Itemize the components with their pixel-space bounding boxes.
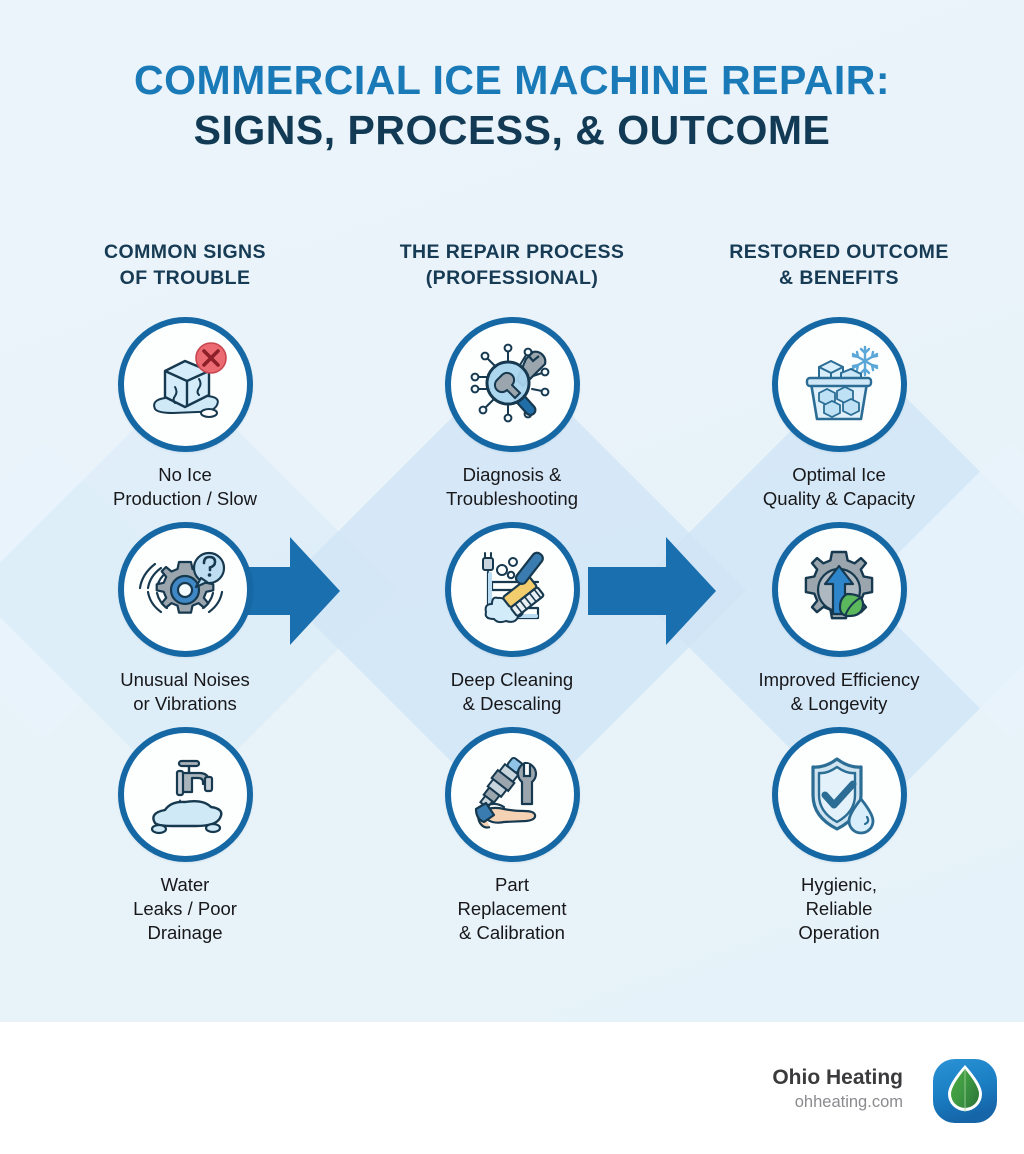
item-improved-efficiency[interactable]: Improved Efficiency & Longevity bbox=[674, 522, 1004, 715]
label-line: Replacement bbox=[457, 898, 567, 920]
icon-circle bbox=[771, 727, 907, 863]
icon-circle bbox=[771, 522, 907, 658]
column-common-signs: COMMON SIGNS OF TROUBLE bbox=[20, 240, 350, 947]
shield-check-droplet-icon bbox=[791, 747, 887, 843]
flow-arrow-process-to-outcome bbox=[588, 537, 716, 645]
brand-block: Ohio Heating ohheating.com bbox=[772, 1066, 903, 1113]
icon-circle bbox=[444, 727, 580, 863]
item-label: Unusual Noises or Vibrations bbox=[20, 668, 350, 715]
column-heading-signs: COMMON SIGNS OF TROUBLE bbox=[20, 240, 350, 291]
label-line: Leaks / Poor bbox=[133, 898, 237, 920]
label-line: No Ice bbox=[158, 464, 212, 486]
brush-cleaning-coils-icon bbox=[464, 542, 560, 638]
column-heading-outcome: RESTORED OUTCOME & BENEFITS bbox=[674, 240, 1004, 291]
brand-url[interactable]: ohheating.com bbox=[794, 1092, 903, 1111]
column-heading-line-2: (PROFESSIONAL) bbox=[425, 266, 599, 289]
icon-circle bbox=[117, 317, 253, 453]
item-optimal-ice-quality[interactable]: Optimal Ice Quality & Capacity bbox=[674, 317, 1004, 510]
column-restored-outcome: RESTORED OUTCOME & BENEFITS bbox=[674, 240, 1004, 947]
label-line: Drainage bbox=[147, 921, 223, 943]
magnifier-wrench-circuit-icon bbox=[464, 337, 560, 433]
item-water-leaks[interactable]: Water Leaks / Poor Drainage bbox=[20, 727, 350, 944]
infographic-body: COMMERCIAL ICE MACHINE REPAIR: SIGNS, PR… bbox=[0, 0, 1024, 1022]
column-heading-line-1: RESTORED OUTCOME bbox=[729, 241, 949, 263]
item-label: Hygienic, Reliable Operation bbox=[674, 873, 1004, 944]
item-label: Deep Cleaning & Descaling bbox=[347, 668, 677, 715]
page-title-line-1: COMMERCIAL ICE MACHINE REPAIR: bbox=[133, 57, 891, 103]
icon-circle bbox=[444, 317, 580, 453]
item-label: Optimal Ice Quality & Capacity bbox=[674, 463, 1004, 510]
column-heading-line-1: THE REPAIR PROCESS bbox=[399, 241, 625, 263]
page-title-line-2: SIGNS, PROCESS, & OUTCOME bbox=[193, 107, 831, 154]
melting-ice-cube-error-icon bbox=[137, 337, 233, 433]
item-diagnosis-troubleshooting[interactable]: Diagnosis & Troubleshooting bbox=[347, 317, 677, 510]
item-label: Diagnosis & Troubleshooting bbox=[347, 463, 677, 510]
hand-wrench-part-icon bbox=[464, 747, 560, 843]
item-unusual-noises[interactable]: Unusual Noises or Vibrations bbox=[20, 522, 350, 715]
item-part-replacement[interactable]: Part Replacement & Calibration bbox=[347, 727, 677, 944]
item-no-ice-production[interactable]: No Ice Production / Slow bbox=[20, 317, 350, 510]
brand-name: Ohio Heating bbox=[772, 1066, 903, 1089]
label-line: Quality & Capacity bbox=[762, 488, 916, 510]
icon-circle bbox=[117, 522, 253, 658]
icon-circle bbox=[771, 317, 907, 453]
label-line: Optimal Ice bbox=[792, 464, 886, 486]
flow-arrow-signs-to-process bbox=[212, 537, 340, 645]
label-line: Production / Slow bbox=[113, 488, 257, 510]
footer: Ohio Heating ohheating.com bbox=[0, 1028, 1024, 1154]
label-line: Diagnosis & bbox=[462, 464, 562, 486]
column-heading-line-2: & BENEFITS bbox=[779, 266, 899, 289]
label-line: & Longevity bbox=[790, 693, 888, 715]
item-label: Water Leaks / Poor Drainage bbox=[20, 873, 350, 944]
column-heading-line-2: OF TROUBLE bbox=[119, 266, 251, 289]
gear-arrow-leaf-icon bbox=[791, 542, 887, 638]
column-heading-process: THE REPAIR PROCESS (PROFESSIONAL) bbox=[347, 240, 677, 291]
label-line: Troubleshooting bbox=[446, 488, 578, 510]
label-line: & Descaling bbox=[462, 693, 562, 715]
ohio-heating-leaf-logo bbox=[932, 1058, 998, 1124]
item-hygienic-reliable[interactable]: Hygienic, Reliable Operation bbox=[674, 727, 1004, 944]
item-label: Part Replacement & Calibration bbox=[347, 873, 677, 944]
column-heading-line-1: COMMON SIGNS bbox=[104, 241, 266, 263]
icon-circle bbox=[117, 727, 253, 863]
item-label: No Ice Production / Slow bbox=[20, 463, 350, 510]
page-title: COMMERCIAL ICE MACHINE REPAIR: SIGNS, PR… bbox=[0, 56, 1024, 155]
label-line: Hygienic, bbox=[800, 874, 878, 896]
item-deep-cleaning[interactable]: Deep Cleaning & Descaling bbox=[347, 522, 677, 715]
label-line: Part bbox=[495, 874, 529, 896]
icon-circle bbox=[444, 522, 580, 658]
leaking-faucet-puddle-icon bbox=[137, 747, 233, 843]
ice-bin-snowflake-icon bbox=[791, 337, 887, 433]
label-line: Improved Efficiency bbox=[758, 669, 920, 691]
label-line: Reliable bbox=[805, 898, 873, 920]
label-line: Deep Cleaning bbox=[450, 669, 574, 691]
item-label: Improved Efficiency & Longevity bbox=[674, 668, 1004, 715]
label-line: & Calibration bbox=[459, 921, 565, 943]
columns-container: COMMON SIGNS OF TROUBLE bbox=[0, 240, 1024, 960]
label-line: Water bbox=[160, 874, 210, 896]
label-line: or Vibrations bbox=[133, 693, 237, 715]
column-repair-process: THE REPAIR PROCESS (PROFESSIONAL) bbox=[347, 240, 677, 947]
gear-sound-waves-question-icon bbox=[137, 542, 233, 638]
label-line: Unusual Noises bbox=[120, 669, 250, 691]
label-line: Operation bbox=[798, 921, 880, 943]
